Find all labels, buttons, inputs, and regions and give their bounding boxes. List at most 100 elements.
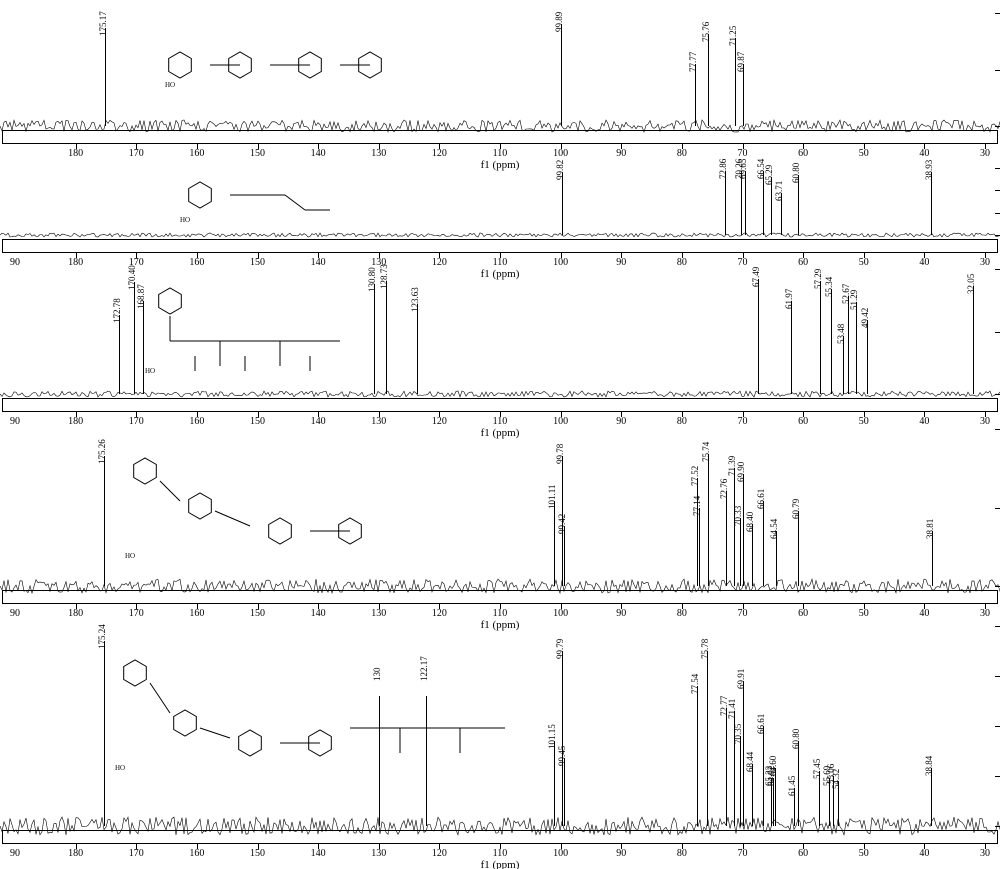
nmr-peak [697, 686, 698, 826]
axis-box [2, 130, 998, 144]
peak-label: 99.78 [555, 444, 565, 464]
peak-label: 123.63 [410, 287, 420, 312]
nmr-peak [741, 171, 742, 235]
nmr-peak [374, 284, 375, 394]
peak-label: 69.91 [736, 669, 746, 689]
xtick-label: 150 [243, 148, 273, 159]
nmr-peak [798, 175, 799, 235]
nmr-peak [726, 708, 727, 826]
nmr-peak [708, 454, 709, 586]
peak-label: 72.86 [718, 159, 728, 179]
xtick-label: 160 [182, 848, 212, 859]
peak-label: 57.45 [812, 759, 822, 779]
svg-text:HO: HO [180, 216, 190, 224]
peak-label: 172.78 [112, 298, 122, 323]
peak-label: 49.42 [860, 308, 870, 328]
peak-label: 101.11 [547, 485, 557, 509]
structure-inset: HO [120, 451, 400, 561]
xtick-label: 120 [424, 148, 454, 159]
nmr-peak [758, 279, 759, 394]
axis-box [2, 239, 998, 253]
xtick-label: 30 [970, 848, 1000, 859]
nmr-peak [743, 681, 744, 826]
ytick-mark [995, 586, 1000, 587]
xtick-label: 140 [303, 848, 333, 859]
ytick-mark [995, 394, 1000, 395]
nmr-peak [707, 651, 708, 826]
xtick-label: 100 [546, 848, 576, 859]
svg-text:HO: HO [165, 81, 175, 89]
nmr-peak [699, 508, 700, 586]
x-axis-label: f1 (ppm) [460, 859, 540, 869]
peak-label: 66.61 [756, 489, 766, 509]
nmr-peak [743, 64, 744, 126]
xtick-label: 170 [121, 848, 151, 859]
xtick-label: 70 [728, 848, 758, 859]
nmr-peak [554, 501, 555, 586]
nmr-peak [848, 296, 849, 394]
nmr-peak [752, 524, 753, 586]
xtick-label: 60 [788, 848, 818, 859]
nmr-peak [105, 28, 106, 126]
nmr-peak [775, 768, 776, 826]
peak-label: 130.80 [367, 267, 377, 292]
noise-trace [0, 5, 1000, 136]
svg-text:HO: HO [145, 367, 155, 375]
peak-label: 64.60 [768, 756, 778, 776]
xtick-label: 120 [424, 848, 454, 859]
nmr-peak [740, 518, 741, 586]
nmr-peak [931, 768, 932, 826]
ytick-mark [995, 70, 1000, 71]
peak-label: 175.17 [98, 11, 108, 36]
xtick-label: 90 [606, 148, 636, 159]
nmr-peak [725, 171, 726, 235]
peak-label: 71.41 [727, 699, 737, 719]
peak-label: 65.29 [764, 165, 774, 185]
nmr-peak [561, 24, 562, 126]
ytick-mark [995, 826, 1000, 827]
spectrum-4: 175.26101.1199.7899.4277.5277.1475.7472.… [0, 421, 1000, 616]
peak-label: 69.65 [738, 159, 748, 179]
xtick-label: 160 [182, 148, 212, 159]
nmr-peak [763, 501, 764, 586]
peak-label: 60.79 [791, 499, 801, 519]
nmr-peak [791, 301, 792, 394]
peak-label: 77.54 [690, 674, 700, 694]
nmr-peak [931, 172, 932, 235]
nmr-peak [426, 788, 427, 826]
peak-label: 63.71 [774, 181, 784, 201]
peak-label: 77.77 [688, 52, 698, 72]
nmr-peak [740, 736, 741, 826]
ytick-mark [995, 190, 1000, 191]
peak-label: 77.52 [690, 466, 700, 486]
nmr-peak [776, 531, 777, 586]
peak-label: 128.73 [379, 264, 389, 289]
nmr-peak [708, 34, 709, 126]
spectrum-1: 175.1799.8977.7775.7671.2569.87180170160… [0, 5, 1000, 160]
chemical-structure: HO [110, 653, 510, 773]
peak-label: 69.87 [736, 52, 746, 72]
xtick-label: 50 [849, 148, 879, 159]
spectrum-2: 99.8272.8670.2669.6566.5465.2963.7160.80… [0, 160, 1000, 260]
chemical-structure: HO [160, 35, 390, 90]
xtick-label: 70 [728, 148, 758, 159]
peak-label: 75.74 [701, 442, 711, 462]
chemical-structure: HO [140, 286, 350, 376]
nmr-peak [867, 320, 868, 394]
xtick-label: 150 [243, 848, 273, 859]
nmr-peak [745, 171, 746, 235]
xtick-label: 170 [121, 148, 151, 159]
nmr-peak [417, 304, 418, 394]
xtick-label: 110 [485, 148, 515, 159]
ytick-mark [995, 626, 1000, 627]
nmr-spectra-stack: 175.1799.8977.7775.7671.2569.87180170160… [0, 0, 1000, 869]
peak-label: 72.76 [719, 479, 729, 499]
svg-text:HO: HO [115, 764, 125, 772]
chemical-structure: HO [175, 170, 340, 225]
nmr-peak [386, 281, 387, 394]
peak-label: 55.34 [824, 277, 834, 297]
xtick-label: 40 [909, 848, 939, 859]
nmr-peak [856, 302, 857, 394]
nmr-peak [831, 289, 832, 394]
xtick-label: 40 [909, 148, 939, 159]
